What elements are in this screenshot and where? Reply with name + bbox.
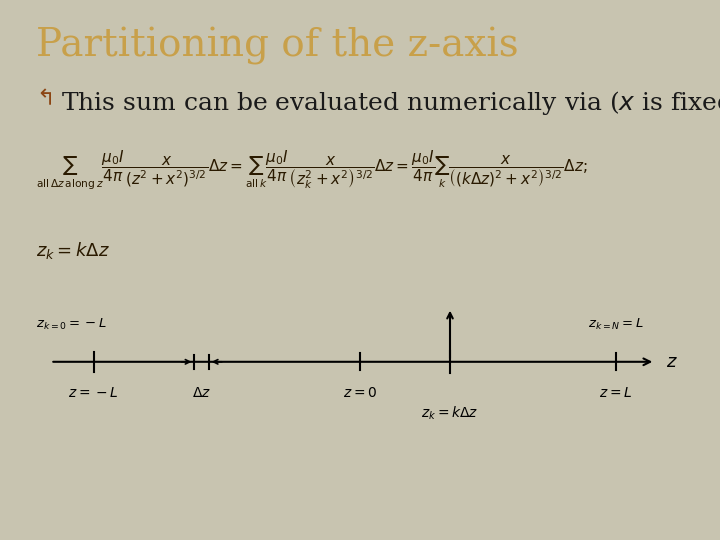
Text: $z_{k=N}=L$: $z_{k=N}=L$	[588, 317, 644, 332]
Text: This sum can be evaluated numerically via ($x$ is fixed): This sum can be evaluated numerically vi…	[61, 89, 720, 117]
Text: $z=0$: $z=0$	[343, 386, 377, 400]
Text: $z=L$: $z=L$	[599, 386, 632, 400]
Text: $z_{k=0}=-L$: $z_{k=0}=-L$	[37, 317, 107, 332]
Text: $z=-L$: $z=-L$	[68, 386, 119, 400]
Text: $z_k=k\Delta z$: $z_k=k\Delta z$	[421, 405, 479, 422]
Text: $\sum_{\mathrm{all\,}\Delta z\,\mathrm{along\,}z}\dfrac{\mu_0 I}{4\pi}\dfrac{x}{: $\sum_{\mathrm{all\,}\Delta z\,\mathrm{a…	[36, 148, 588, 192]
Text: ↰: ↰	[36, 89, 55, 109]
Text: $z_k = k\Delta z$: $z_k = k\Delta z$	[36, 240, 110, 261]
Text: $z$: $z$	[666, 353, 678, 371]
Text: Partitioning of the z-axis: Partitioning of the z-axis	[36, 27, 518, 65]
Text: $\Delta z$: $\Delta z$	[192, 386, 211, 400]
